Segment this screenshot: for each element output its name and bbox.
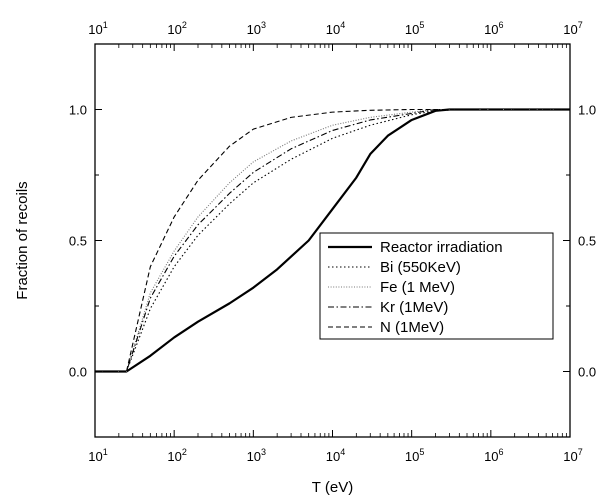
x-tick-label-bottom: 102 xyxy=(167,447,186,464)
x-tick-label-bottom: 103 xyxy=(247,447,266,464)
series-line-1 xyxy=(95,108,570,373)
x-tick-label-top: 104 xyxy=(326,20,345,37)
legend-label-3: Fe (1 MeV) xyxy=(380,279,455,296)
legend-label-5: N (1MeV) xyxy=(380,319,444,336)
x-axis-title: T (eV) xyxy=(312,479,353,496)
x-tick-label-bottom: 105 xyxy=(405,447,424,464)
legend-box xyxy=(319,232,554,340)
x-tick-label-top: 107 xyxy=(563,20,582,37)
x-tick-label-bottom: 104 xyxy=(326,447,345,464)
y-tick-label-left: 0.5 xyxy=(69,234,87,249)
x-tick-label-top: 101 xyxy=(88,20,107,37)
legend-label-2: Bi (550KeV) xyxy=(380,259,461,276)
plot-curves xyxy=(95,108,570,373)
x-tick-label-top: 102 xyxy=(167,20,186,37)
series-line-5 xyxy=(95,108,570,373)
y-tick-label-left: 0.0 xyxy=(69,365,87,380)
series-line-3 xyxy=(95,108,570,373)
x-tick-label-top: 105 xyxy=(405,20,424,37)
legend: Reactor irradiation Bi (550KeV) Fe (1 MeV)… xyxy=(319,232,554,340)
axes-ticks xyxy=(94,43,571,438)
series-line-2 xyxy=(95,108,570,373)
y-tick-label-left: 1.0 xyxy=(69,103,87,118)
y-tick-label-right: 1.0 xyxy=(578,103,596,118)
series-line-4 xyxy=(95,108,570,373)
axes-labels: 101 101 102 102 103 103 104 104 105 105 106 106 107 1… xyxy=(14,20,596,496)
legend-label-1: Reactor irradiation xyxy=(380,239,503,256)
x-tick-label-top: 106 xyxy=(484,20,503,37)
y-tick-label-right: 0.5 xyxy=(578,234,596,249)
x-tick-label-bottom: 101 xyxy=(88,447,107,464)
x-tick-label-top: 103 xyxy=(247,20,266,37)
y-tick-label-right: 0.0 xyxy=(578,365,596,380)
x-tick-label-bottom: 107 xyxy=(563,447,582,464)
legend-label-4: Kr (1MeV) xyxy=(380,299,448,316)
y-axis-title: Fraction of recoils xyxy=(14,181,31,299)
x-tick-label-bottom: 106 xyxy=(484,447,503,464)
